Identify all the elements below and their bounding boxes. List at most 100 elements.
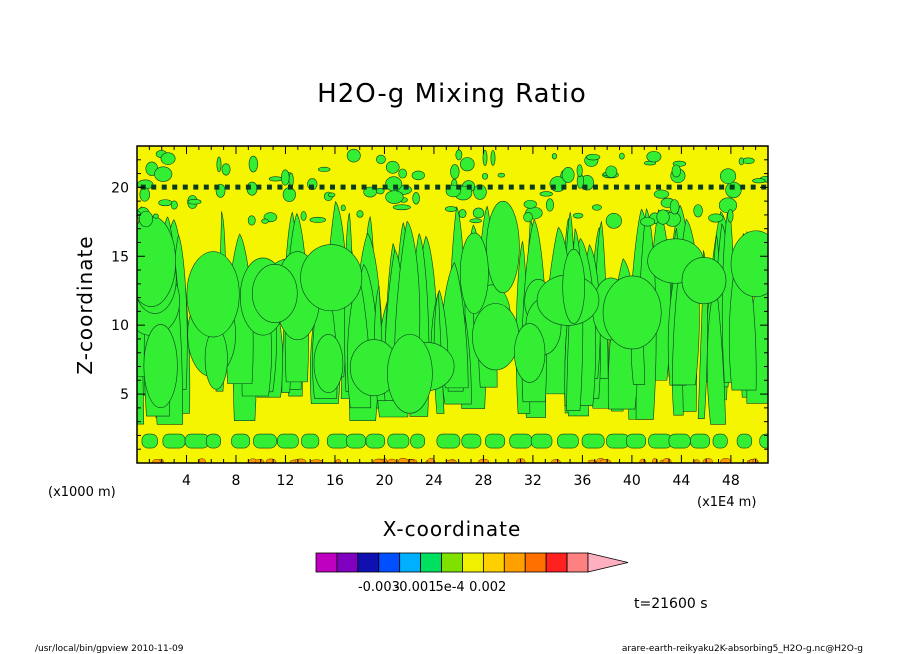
moist-cell	[752, 178, 766, 184]
moist-cell	[585, 153, 601, 161]
moist-cell	[385, 190, 404, 204]
layer-mark	[403, 184, 409, 190]
moist-cell	[730, 230, 768, 298]
moist-cell	[742, 157, 755, 165]
moist-cell	[300, 244, 363, 312]
layer-mark	[214, 184, 220, 190]
layer-mark	[393, 184, 399, 190]
moist-cell	[277, 433, 299, 449]
layer-mark	[235, 184, 241, 190]
layer-mark	[414, 184, 420, 190]
x-tick-label: 20	[376, 473, 394, 489]
moist-cell	[482, 149, 488, 166]
layer-mark	[687, 184, 693, 190]
layer-mark	[266, 184, 272, 190]
colorbar-swatch	[399, 552, 422, 573]
moist-cell	[539, 191, 553, 197]
colorbar-tick-label: -0.001	[395, 580, 437, 595]
layer-mark	[624, 184, 630, 190]
moist-cell	[602, 275, 662, 350]
layer-mark	[582, 184, 588, 190]
x-unit-label: (x1E4 m)	[697, 495, 756, 510]
layer-mark	[372, 184, 378, 190]
dry-cell	[255, 459, 265, 463]
moist-cell	[497, 172, 506, 178]
moist-cell	[530, 433, 553, 449]
moist-cell	[231, 433, 251, 449]
layer-mark	[477, 184, 483, 190]
colorbar-swatch	[315, 552, 338, 573]
moist-cell	[398, 168, 407, 179]
chart-title: H2O-g Mixing Ratio	[317, 79, 587, 109]
moist-cell	[300, 211, 307, 221]
layer-mark	[698, 184, 704, 190]
dry-cell	[387, 458, 397, 463]
moist-cell	[261, 218, 269, 224]
layer-mark	[382, 184, 388, 190]
colorbar-swatch	[545, 552, 568, 573]
moist-cell	[693, 204, 703, 218]
colorbar-extend-arrow	[587, 552, 629, 573]
x-tick-label: 48	[722, 473, 740, 489]
moist-cell	[412, 192, 420, 205]
moist-cell	[317, 166, 331, 172]
layer-mark	[224, 184, 230, 190]
layer-mark	[466, 184, 472, 190]
moist-cell	[690, 433, 710, 449]
layer-mark	[203, 184, 209, 190]
colorbar	[315, 552, 629, 573]
layer-mark	[519, 184, 525, 190]
footer-left: /usr/local/bin/gpview 2010-11-09	[35, 644, 184, 654]
moist-cell	[450, 164, 460, 180]
moist-cell	[545, 198, 554, 212]
moist-cell	[184, 433, 210, 449]
moist-cell	[458, 209, 467, 219]
moist-cell	[205, 433, 221, 449]
dry-cell	[702, 458, 713, 463]
moist-cell	[591, 204, 602, 211]
layer-mark	[750, 184, 756, 190]
moist-cell	[708, 213, 724, 223]
moist-cell	[725, 181, 742, 199]
dry-cell	[427, 457, 436, 463]
moist-cell	[251, 263, 298, 323]
moist-cell	[313, 334, 344, 393]
moist-cell	[486, 200, 520, 294]
moist-cell	[472, 207, 485, 219]
colorbar-swatch	[441, 552, 463, 573]
moist-cell	[387, 433, 410, 449]
moist-cell	[472, 303, 520, 371]
moist-cell	[328, 192, 336, 198]
moist-cell	[186, 251, 240, 338]
layer-mark	[330, 184, 336, 190]
layer-mark	[487, 184, 493, 190]
layer-mark	[719, 184, 725, 190]
colorbar-tick-label: 5e-4	[435, 580, 464, 595]
dry-cell	[152, 459, 161, 463]
layer-mark	[550, 184, 556, 190]
moist-cell	[137, 215, 176, 307]
moist-cell	[576, 164, 583, 178]
moist-cell	[280, 169, 290, 186]
layer-mark	[740, 184, 746, 190]
x-tick-label: 24	[425, 473, 443, 489]
layer-mark	[435, 184, 441, 190]
layer-mark	[277, 184, 283, 190]
time-label: t=21600 s	[634, 596, 708, 612]
layer-mark	[498, 184, 504, 190]
moist-cell	[640, 217, 656, 227]
moist-cell	[247, 215, 256, 226]
x-tick-label: 44	[672, 473, 690, 489]
moist-cell	[626, 433, 647, 449]
layer-mark	[340, 184, 346, 190]
moist-cell	[154, 166, 173, 182]
moist-cell	[719, 168, 737, 184]
layer-mark	[351, 184, 357, 190]
x-tick-label: 4	[182, 473, 191, 489]
layer-mark	[308, 184, 314, 190]
moist-cell	[759, 433, 768, 449]
moist-cell	[387, 334, 433, 414]
dry-cell	[662, 457, 672, 463]
moist-cell	[469, 218, 482, 224]
